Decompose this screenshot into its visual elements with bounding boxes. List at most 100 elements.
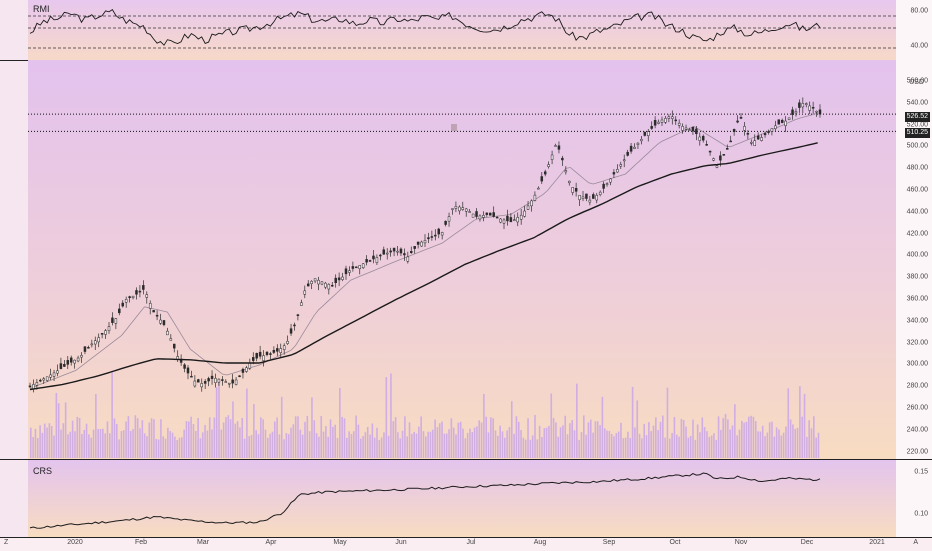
candle-body [485, 212, 489, 215]
candle-body [90, 343, 94, 346]
candle-body [461, 207, 465, 210]
volume-bar [627, 431, 629, 458]
candle-body [385, 252, 389, 255]
candle-body [750, 142, 753, 144]
candle-body [396, 250, 399, 253]
candle-body [348, 270, 351, 273]
volume-bar [729, 429, 731, 458]
pane-separator[interactable] [0, 459, 932, 460]
volume-bar [638, 433, 641, 458]
volume-bar [487, 432, 490, 458]
candle-body [526, 205, 530, 210]
volume-bar [534, 415, 536, 458]
candle-body [619, 164, 623, 167]
rmi-pane[interactable]: RMI 80.00 40.00 [0, 0, 932, 60]
volume-bar [387, 435, 390, 458]
candle-body [145, 294, 149, 298]
volume-bar [610, 433, 613, 458]
candle-body [245, 367, 248, 372]
candle-body [166, 330, 169, 336]
volume-bar [71, 420, 74, 458]
price-pane[interactable]: USD 560.00 540.00 520.00 500.00 480.00 460.00… [0, 60, 932, 459]
volume-bar [452, 427, 455, 458]
candle-body [341, 276, 344, 280]
volume-bar [585, 434, 587, 458]
candle-body [753, 140, 756, 147]
price-axis[interactable] [896, 60, 932, 459]
volume-bar [768, 422, 771, 458]
volume-bar [441, 421, 443, 458]
candle-body [787, 117, 791, 120]
volume-bar [129, 431, 132, 458]
volume-bar [41, 432, 44, 458]
volume-bar [508, 427, 511, 458]
volume-bar [427, 431, 429, 458]
candle-body [451, 208, 454, 210]
volume-bar [645, 435, 648, 458]
volume-bar [273, 421, 276, 458]
volume-bar [357, 424, 360, 458]
volume-bar [643, 424, 646, 458]
candle-body [59, 363, 63, 369]
candle-body [492, 212, 495, 217]
volume-bar [782, 432, 785, 458]
candle-body [344, 268, 348, 275]
auto-scale-corner[interactable]: A [913, 539, 918, 546]
volume-bar [92, 429, 95, 458]
candle-body [124, 299, 128, 303]
volume-bar [246, 388, 248, 458]
rmi-price-axis[interactable] [896, 0, 932, 60]
candle-body [691, 126, 695, 132]
volume-bar [764, 436, 766, 458]
volume-bar [201, 432, 204, 458]
volume-bar [192, 424, 195, 458]
volume-bar [717, 416, 720, 458]
volume-bar [743, 422, 745, 458]
volume-bar [227, 415, 230, 458]
candle-body [28, 385, 32, 388]
volume-bar [32, 437, 34, 458]
volume-bar [622, 438, 625, 458]
candle-body [726, 148, 729, 150]
rmi-plot [28, 8, 896, 49]
candle-body [296, 314, 300, 316]
volume-bar [55, 392, 58, 458]
volume-bar [555, 422, 557, 458]
candle-body [131, 295, 135, 299]
volume-bar [318, 436, 320, 458]
candle-body [543, 171, 547, 175]
volume-bar [543, 428, 546, 458]
volume-bar [757, 431, 759, 458]
candle-body [293, 324, 296, 327]
candle-body [138, 290, 142, 293]
price-tick-label: 400.00 [906, 251, 928, 259]
volume-bar [745, 421, 748, 458]
volume-bar [799, 386, 801, 458]
candle-body [581, 196, 585, 199]
volume-bar [531, 435, 534, 458]
volume-bar [413, 431, 415, 458]
candle-body [327, 284, 331, 290]
rmi-tick-80: 80.00 [910, 7, 928, 15]
zoom-corner-left[interactable]: Z [4, 539, 9, 546]
volume-bar [260, 417, 262, 458]
rmi-tick-40: 40.00 [910, 42, 928, 50]
volume-bar [411, 433, 413, 458]
time-axis[interactable]: Z 2020 Feb Mar Apr May Jun Jul Aug Sep Oct Nov Dec 2… [0, 537, 932, 551]
volume-bar [466, 432, 469, 458]
crs-price-axis[interactable] [896, 460, 932, 537]
crs-pane[interactable]: CRS 0.15 0.10 [0, 460, 932, 537]
candle-body [128, 296, 131, 298]
candle-body [760, 137, 763, 141]
price-tick-label: 500.00 [906, 142, 928, 150]
candle-body [523, 210, 526, 217]
candle-body [471, 213, 475, 218]
volume-bar [46, 427, 48, 458]
candle-body [427, 237, 430, 240]
volume-bar [188, 421, 190, 458]
candle-body [537, 187, 540, 190]
candle-body [197, 379, 200, 383]
month-tick-label: Oct [669, 539, 681, 546]
candle-body [368, 260, 372, 262]
candle-body [221, 379, 224, 381]
